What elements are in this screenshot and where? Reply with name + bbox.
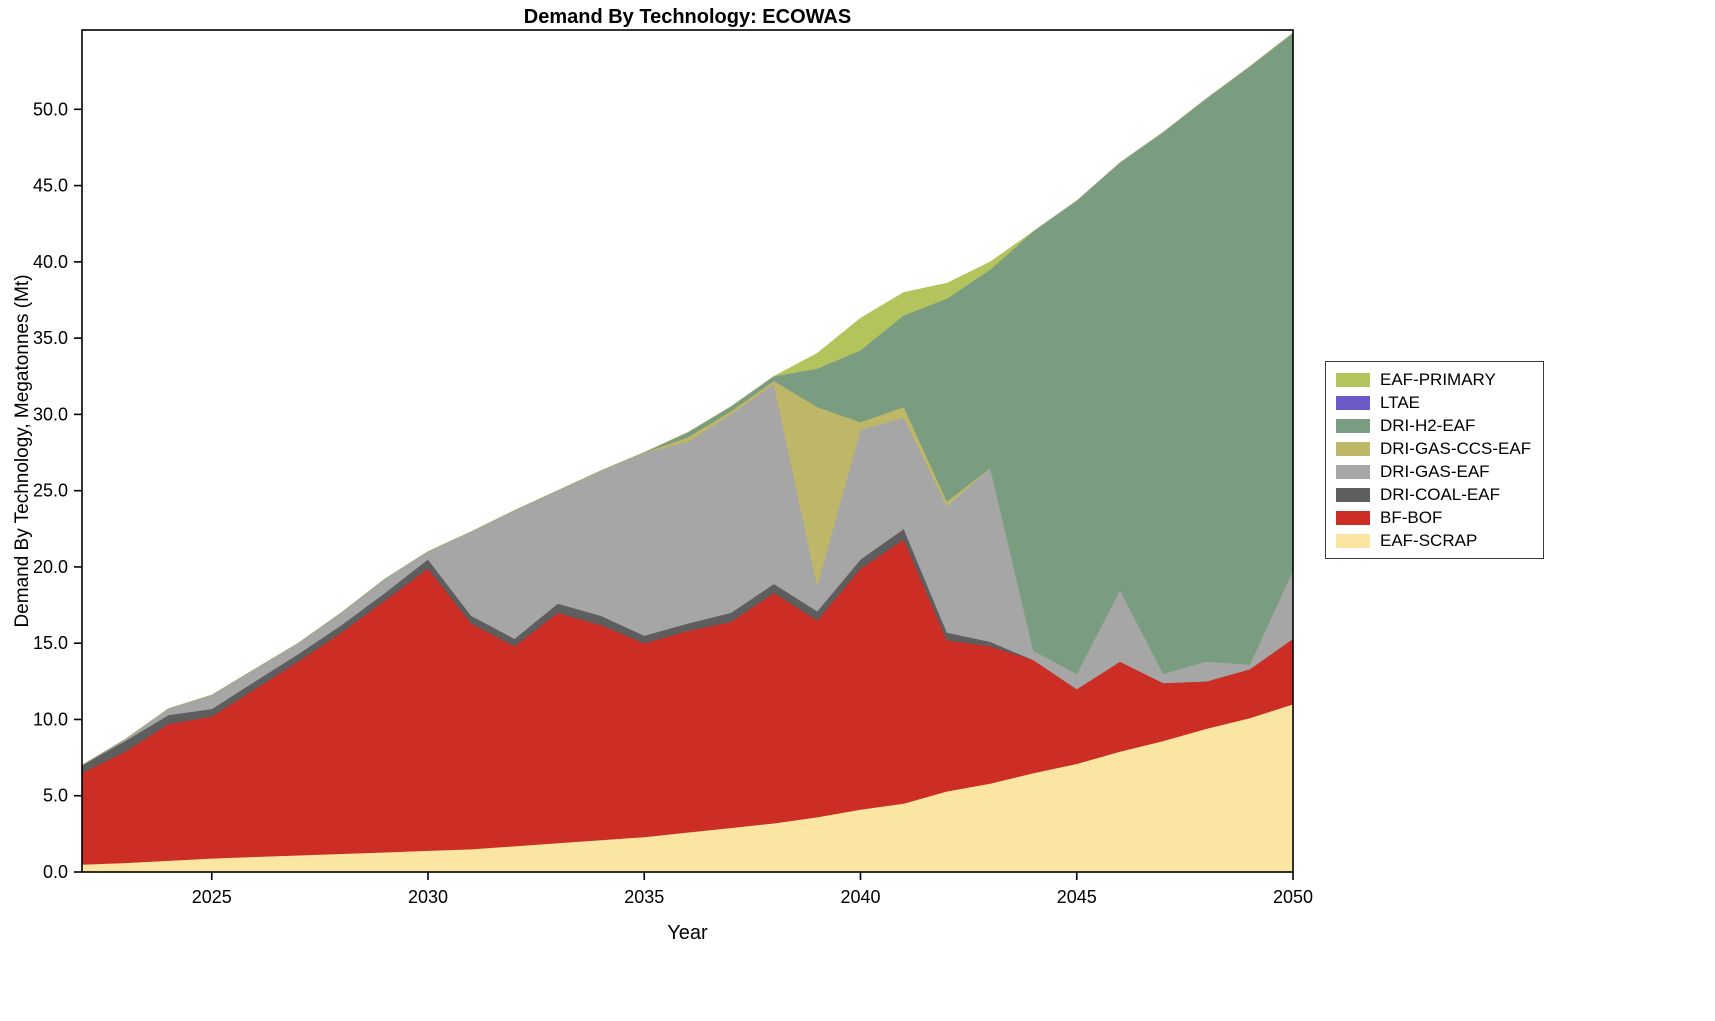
y-tick-label: 20.0 bbox=[33, 557, 68, 577]
y-tick-label: 30.0 bbox=[33, 404, 68, 424]
y-tick-label: 35.0 bbox=[33, 328, 68, 348]
legend-item-eaf-scrap: EAF-SCRAP bbox=[1336, 530, 1531, 551]
legend-label: EAF-SCRAP bbox=[1380, 530, 1478, 550]
legend-label: EAF-PRIMARY bbox=[1380, 369, 1496, 389]
legend-swatch-dri-gas-eaf bbox=[1336, 464, 1370, 479]
axes-box bbox=[81, 29, 1294, 873]
legend-label: BF-BOF bbox=[1380, 507, 1443, 527]
legend-label: DRI-GAS-EAF bbox=[1380, 461, 1490, 481]
legend: EAF-PRIMARY LTAE DRI-H2-EAF DRI-GAS-CCS-EAF… bbox=[1325, 361, 1545, 559]
x-tick-label: 2045 bbox=[1057, 887, 1097, 907]
legend-item-bf-bof: BF-BOF bbox=[1336, 507, 1531, 528]
y-tick-label: 15.0 bbox=[33, 633, 68, 653]
y-tick-label: 50.0 bbox=[33, 99, 68, 119]
legend-label: DRI-H2-EAF bbox=[1380, 415, 1476, 435]
x-tick-label: 2050 bbox=[1273, 887, 1313, 907]
legend-item-dri-h2-eaf: DRI-H2-EAF bbox=[1336, 415, 1531, 436]
y-tick-label: 10.0 bbox=[33, 709, 68, 729]
chart-title: Demand By Technology: ECOWAS bbox=[523, 6, 852, 28]
x-tick-label: 2040 bbox=[840, 887, 880, 907]
y-tick-label: 45.0 bbox=[33, 176, 68, 196]
y-tick-label: 5.0 bbox=[43, 786, 68, 806]
legend-swatch-dri-h2-eaf bbox=[1336, 418, 1370, 433]
legend-swatch-eaf-primary bbox=[1336, 372, 1370, 387]
legend-item-dri-gas-ccs-eaf: DRI-GAS-CCS-EAF bbox=[1336, 438, 1531, 459]
legend-swatch-bf-bof bbox=[1336, 510, 1370, 525]
legend-label: LTAE bbox=[1380, 392, 1420, 412]
y-tick-label: 40.0 bbox=[33, 252, 68, 272]
legend-swatch-dri-gas-ccs-eaf bbox=[1336, 441, 1370, 456]
legend-item-dri-coal-eaf: DRI-COAL-EAF bbox=[1336, 484, 1531, 505]
x-tick-label: 2035 bbox=[624, 887, 664, 907]
legend-swatch-dri-coal-eaf bbox=[1336, 487, 1370, 502]
y-tick-label: 0.0 bbox=[43, 862, 68, 882]
x-axis-label: Year bbox=[667, 922, 708, 944]
legend-label: DRI-COAL-EAF bbox=[1380, 484, 1500, 504]
area-eaf-primary bbox=[82, 32, 1293, 766]
y-tick-label: 25.0 bbox=[33, 481, 68, 501]
legend-swatch-eaf-scrap bbox=[1336, 533, 1370, 548]
legend-item-eaf-primary: EAF-PRIMARY bbox=[1336, 369, 1531, 390]
x-tick-label: 2025 bbox=[192, 887, 232, 907]
legend-item-ltae: LTAE bbox=[1336, 392, 1531, 413]
legend-label: DRI-GAS-CCS-EAF bbox=[1380, 438, 1532, 458]
legend-swatch-ltae bbox=[1336, 395, 1370, 410]
legend-item-dri-gas-eaf: DRI-GAS-EAF bbox=[1336, 461, 1531, 482]
x-tick-label: 2030 bbox=[408, 887, 448, 907]
